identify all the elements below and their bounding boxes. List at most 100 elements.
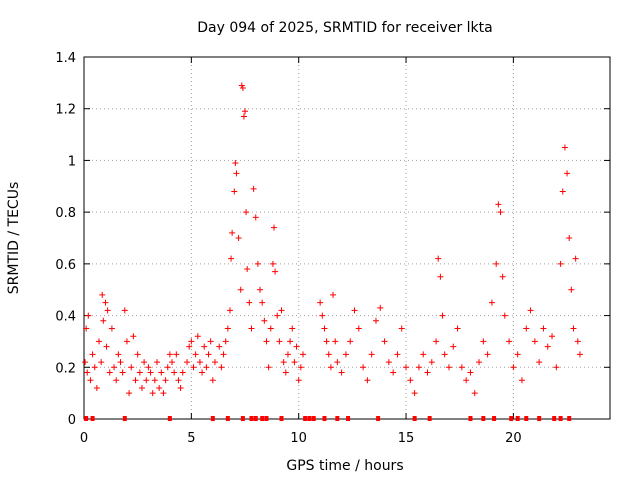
data-point bbox=[493, 260, 500, 267]
data-point bbox=[263, 338, 270, 345]
data-point bbox=[510, 364, 517, 371]
data-point bbox=[108, 325, 115, 332]
data-point bbox=[121, 307, 128, 314]
data-point bbox=[544, 343, 551, 350]
data-point bbox=[355, 325, 362, 332]
data-point bbox=[207, 338, 214, 345]
data-point bbox=[117, 359, 124, 366]
data-point bbox=[265, 364, 272, 371]
data-point bbox=[347, 338, 354, 345]
data-point bbox=[123, 338, 130, 345]
baseline-marker bbox=[346, 416, 351, 421]
data-point bbox=[158, 369, 165, 376]
data-point bbox=[164, 364, 171, 371]
data-point bbox=[568, 286, 575, 293]
data-point bbox=[454, 325, 461, 332]
data-point bbox=[199, 369, 206, 376]
data-point bbox=[364, 377, 371, 384]
data-point bbox=[246, 299, 253, 306]
data-point bbox=[549, 333, 556, 340]
data-point bbox=[104, 307, 111, 314]
data-point bbox=[222, 338, 229, 345]
baseline-marker bbox=[376, 416, 381, 421]
data-point bbox=[321, 325, 328, 332]
data-point bbox=[228, 255, 235, 262]
data-point bbox=[147, 369, 154, 376]
baseline-marker bbox=[412, 416, 417, 421]
data-point bbox=[420, 351, 427, 358]
data-point bbox=[572, 255, 579, 262]
data-point bbox=[143, 377, 150, 384]
data-point bbox=[497, 209, 504, 216]
data-point bbox=[536, 359, 543, 366]
data-point bbox=[261, 317, 268, 324]
data-point bbox=[242, 108, 249, 115]
data-point bbox=[186, 343, 193, 350]
data-point bbox=[553, 364, 560, 371]
data-point bbox=[566, 235, 573, 241]
y-axis-title: SRMTID / TECUs bbox=[6, 182, 22, 295]
y-tick-label: 1 bbox=[68, 154, 76, 169]
data-point bbox=[98, 359, 105, 366]
y-tick-label: 0 bbox=[68, 413, 76, 428]
data-point bbox=[480, 338, 487, 345]
data-point bbox=[238, 82, 245, 89]
data-point bbox=[297, 364, 304, 371]
data-point bbox=[237, 286, 244, 293]
data-point bbox=[271, 224, 278, 231]
data-point bbox=[257, 286, 264, 293]
data-point bbox=[119, 369, 126, 376]
data-point bbox=[138, 384, 145, 391]
data-point bbox=[151, 377, 158, 384]
data-point bbox=[240, 113, 247, 120]
data-point bbox=[153, 359, 160, 366]
data-point bbox=[557, 260, 564, 267]
baseline-marker bbox=[303, 416, 308, 421]
baseline-marker bbox=[515, 416, 520, 421]
x-tick-label: 5 bbox=[187, 431, 195, 446]
data-point bbox=[269, 260, 276, 267]
data-point bbox=[394, 351, 401, 358]
data-point bbox=[280, 359, 287, 366]
gridlines bbox=[84, 57, 610, 419]
data-points bbox=[82, 82, 583, 397]
axis-ticks bbox=[83, 56, 610, 420]
data-point bbox=[216, 343, 223, 350]
data-point bbox=[445, 364, 452, 371]
data-point bbox=[518, 377, 525, 384]
x-tick-label: 10 bbox=[290, 431, 307, 446]
data-point bbox=[450, 343, 457, 350]
data-point bbox=[100, 317, 107, 324]
data-point bbox=[175, 377, 182, 384]
data-point bbox=[289, 325, 296, 332]
x-tick-label: 20 bbox=[505, 431, 522, 446]
baseline-marker bbox=[260, 416, 265, 421]
data-point bbox=[201, 343, 208, 350]
data-point bbox=[85, 312, 92, 319]
baseline-marker bbox=[253, 416, 258, 421]
baseline-marker bbox=[167, 416, 172, 421]
baseline-marker bbox=[427, 416, 432, 421]
data-point bbox=[82, 359, 89, 366]
data-point bbox=[385, 359, 392, 366]
data-point bbox=[156, 384, 163, 391]
data-point bbox=[243, 209, 250, 216]
data-point bbox=[471, 390, 478, 397]
data-point bbox=[106, 369, 113, 376]
data-point bbox=[209, 377, 216, 384]
baseline-marker bbox=[481, 416, 486, 421]
data-point bbox=[84, 369, 91, 376]
chart-title: Day 094 of 2025, SRMTID for receiver lkt… bbox=[197, 20, 492, 36]
data-point bbox=[291, 359, 298, 366]
baseline-marker bbox=[210, 416, 215, 421]
data-point bbox=[574, 338, 581, 345]
data-point bbox=[561, 144, 568, 151]
data-point bbox=[435, 255, 442, 262]
data-point bbox=[278, 307, 285, 314]
data-point bbox=[173, 351, 180, 358]
data-point bbox=[259, 299, 266, 306]
data-point bbox=[439, 312, 446, 319]
data-point bbox=[99, 291, 106, 298]
data-point bbox=[250, 185, 257, 192]
y-tick-label: 0.4 bbox=[55, 310, 76, 325]
